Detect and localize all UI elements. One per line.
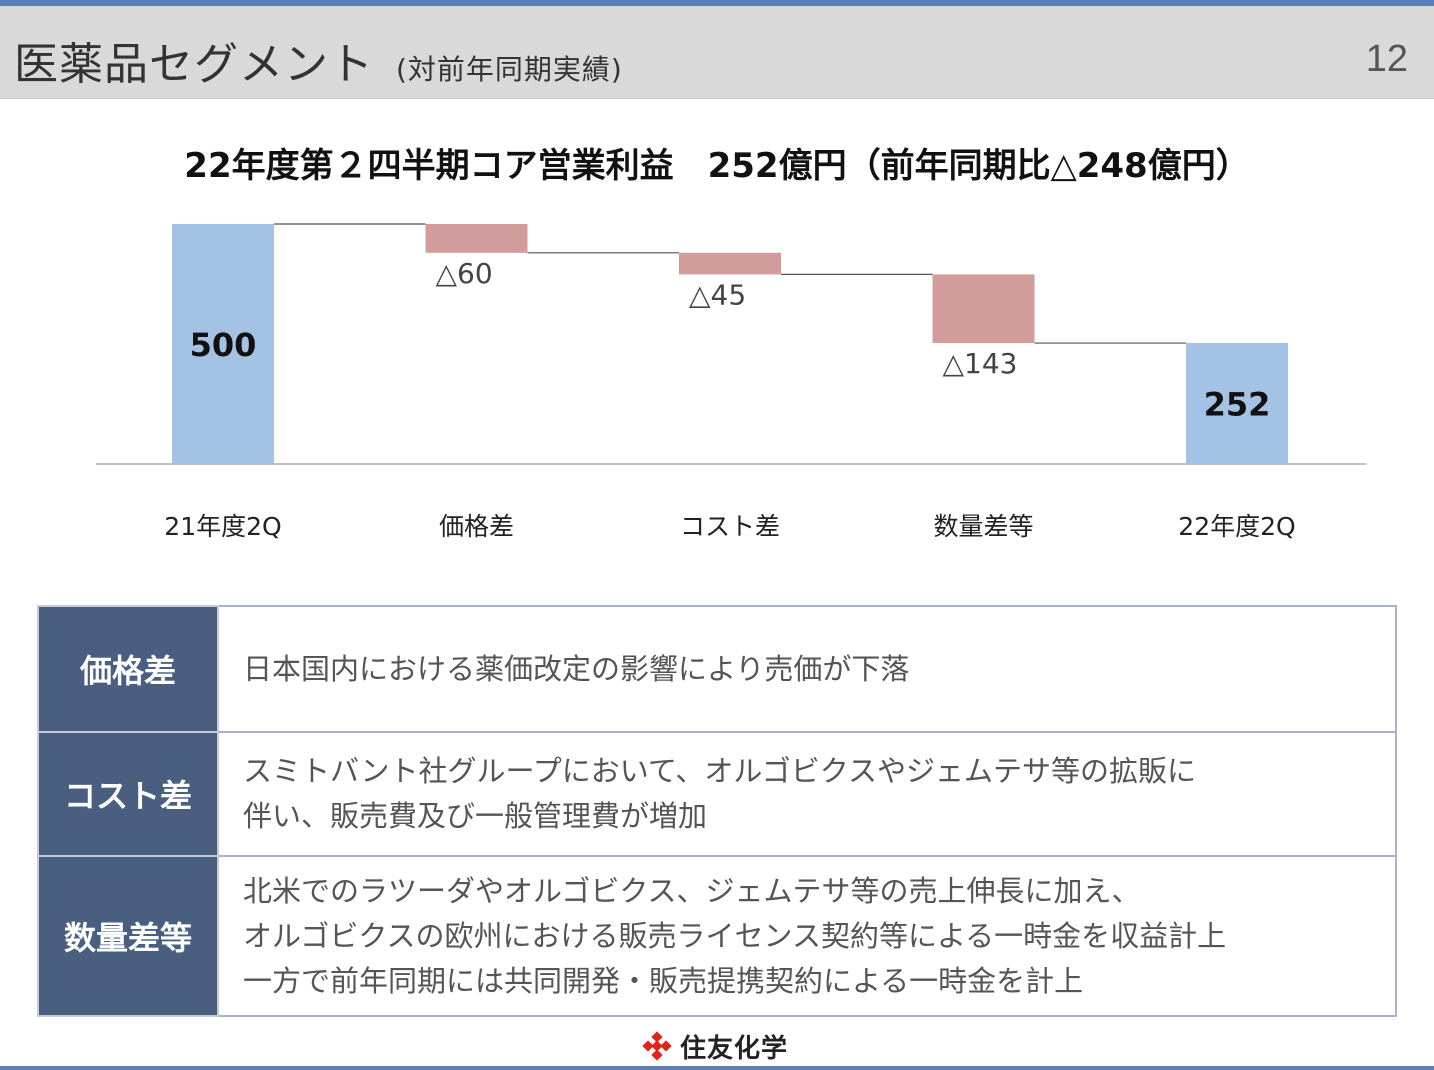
company-logo: 住友化学 bbox=[642, 1028, 788, 1064]
bottom-accent-bar bbox=[0, 1066, 1434, 1070]
chart-bar bbox=[425, 224, 528, 253]
chart-bar bbox=[932, 274, 1035, 344]
sumitomo-logo-icon bbox=[642, 1031, 672, 1061]
chart-data-label: △45 bbox=[689, 278, 746, 311]
waterfall-chart: 500 21年度2Q △60 価格差 △45 コスト差 △143 数量差等 252 22年度2Q bbox=[96, 223, 1366, 541]
chart-data-label: 500 bbox=[190, 326, 257, 364]
page-number: 12 bbox=[1365, 38, 1408, 80]
company-name: 住友化学 bbox=[680, 1033, 789, 1064]
chart-bar bbox=[1186, 343, 1288, 464]
explanation-row-volume: 数量差等 北米でのラツーダやオルゴビクス、ジェムテサ等の売上伸長に加え、 オルゴ… bbox=[37, 855, 1397, 1017]
page-subtitle: (対前年同期実績) bbox=[396, 53, 623, 86]
explanation-text: スミトバント社グループにおいて、オルゴビクスやジェムテサ等の拡販に 伴い、販売費… bbox=[217, 731, 1397, 857]
chart-category-label: コスト差 bbox=[680, 512, 780, 541]
explanation-label: 数量差等 bbox=[37, 855, 219, 1017]
explanation-text: 北米でのラツーダやオルゴビクス、ジェムテサ等の売上伸長に加え、 オルゴビクスの欧… bbox=[217, 855, 1397, 1017]
chart-category-label: 21年度2Q bbox=[164, 512, 281, 541]
explanation-row-price: 価格差 日本国内における薬価改定の影響により売価が下落 bbox=[37, 605, 1397, 733]
chart-bar bbox=[172, 224, 274, 464]
slide-header: 医薬品セグメント (対前年同期実績) 12 bbox=[0, 6, 1434, 99]
page-title: 医薬品セグメント (対前年同期実績) bbox=[14, 28, 623, 92]
explanation-text: 日本国内における薬価改定の影響により売価が下落 bbox=[217, 605, 1397, 733]
page-title-text: 医薬品セグメント bbox=[14, 39, 374, 90]
chart-title: 22年度第２四半期コア営業利益 252億円（前年同期比△248億円） bbox=[184, 146, 1250, 186]
chart-bar bbox=[679, 252, 781, 275]
explanation-row-cost: コスト差 スミトバント社グループにおいて、オルゴビクスやジェムテサ等の拡販に 伴… bbox=[37, 731, 1397, 857]
chart-data-label: △143 bbox=[943, 347, 1018, 380]
chart-data-label: △60 bbox=[436, 257, 493, 290]
chart-data-label: 252 bbox=[1204, 386, 1271, 424]
chart-category-label: 数量差等 bbox=[933, 512, 1033, 541]
chart-category-label: 22年度2Q bbox=[1178, 512, 1295, 541]
explanation-table: 価格差 日本国内における薬価改定の影響により売価が下落 コスト差 スミトバント社… bbox=[37, 605, 1397, 1017]
explanation-label: 価格差 bbox=[37, 605, 219, 733]
explanation-label: コスト差 bbox=[37, 731, 219, 857]
top-accent-bar bbox=[0, 0, 1434, 6]
chart-category-label: 価格差 bbox=[439, 512, 514, 541]
